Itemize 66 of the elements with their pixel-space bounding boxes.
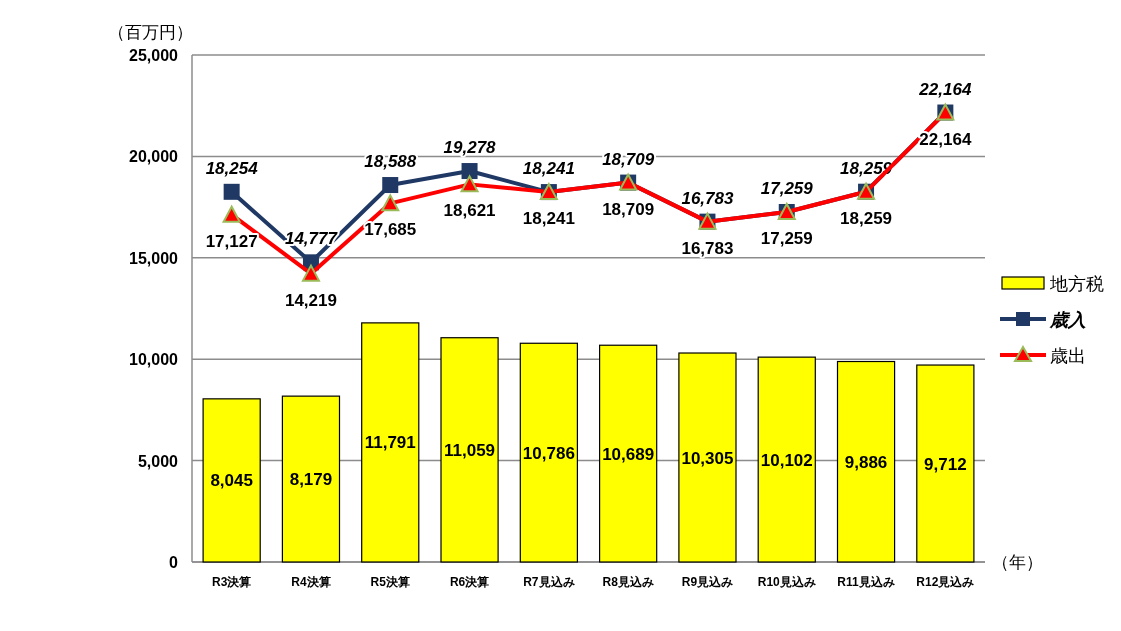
x-tick-label: R9見込み <box>681 575 734 589</box>
data-label: 18,241 <box>522 159 575 179</box>
data-label: 8,179 <box>289 470 333 490</box>
data-label: 16,783 <box>681 238 734 258</box>
data-label: 10,689 <box>602 444 655 464</box>
bar <box>361 322 420 563</box>
bar <box>757 356 816 563</box>
data-label: 10,786 <box>522 443 575 463</box>
bar <box>519 342 578 563</box>
bar <box>916 364 975 563</box>
x-axis-title: （年） <box>992 553 1043 572</box>
legend-label: 歳入 <box>1049 310 1086 330</box>
data-label: 11,059 <box>444 440 496 460</box>
legend-label: 地方税 <box>1049 274 1104 294</box>
point <box>460 175 479 193</box>
data-label: 17,127 <box>205 231 258 251</box>
data-label: 19,278 <box>443 138 497 158</box>
data-label: 18,621 <box>443 201 496 221</box>
data-label: 9,886 <box>844 452 888 472</box>
data-label: 10,305 <box>681 448 734 468</box>
x-tick-label: R5決算 <box>370 575 410 589</box>
data-label: 8,045 <box>210 471 253 491</box>
y-tick-label: 15,000 <box>129 249 179 267</box>
bar <box>678 352 737 563</box>
bar <box>202 398 261 563</box>
y-tick-label: 10,000 <box>129 351 179 369</box>
bar <box>599 344 658 563</box>
data-label: 11,791 <box>364 433 416 453</box>
x-tick-label: R11見込み <box>837 575 895 589</box>
data-label: 16,783 <box>681 188 734 208</box>
x-tick-label: R4決算 <box>291 575 331 589</box>
data-label: 17,685 <box>364 220 417 240</box>
y-tick-label: 20,000 <box>129 148 179 166</box>
bar <box>281 395 341 563</box>
point <box>381 194 400 212</box>
data-label: 18,588 <box>364 152 417 172</box>
x-tick-label: R8見込み <box>602 575 654 589</box>
data-label: 14,219 <box>284 290 337 310</box>
data-label: 18,241 <box>522 209 575 229</box>
y-tick-label: 0 <box>169 554 179 571</box>
bar <box>836 360 896 563</box>
data-label: 22,164 <box>919 129 972 149</box>
y-tick-label: 5,000 <box>137 452 179 470</box>
x-tick-label: R3決算 <box>211 575 252 589</box>
data-label: 17,259 <box>760 228 813 248</box>
legend-label: 歳出 <box>1050 346 1086 366</box>
point <box>461 163 478 180</box>
x-tick-label: R12見込み <box>916 575 975 589</box>
point <box>223 183 240 200</box>
x-tick-label: R10見込み <box>757 575 816 589</box>
y-tick-label: 25,000 <box>129 47 179 64</box>
point <box>382 177 399 194</box>
data-label: 18,709 <box>602 149 655 169</box>
data-label: 17,259 <box>760 178 814 198</box>
x-tick-label: R7見込み <box>523 575 575 589</box>
data-label: 18,709 <box>602 199 655 219</box>
y-axis-title: （百万円） <box>108 23 193 42</box>
point <box>222 205 241 223</box>
data-label: 22,164 <box>918 79 972 99</box>
x-tick-label: R6決算 <box>449 575 490 589</box>
data-label: 18,259 <box>840 208 893 228</box>
data-label: 9,712 <box>924 454 967 474</box>
bar <box>440 337 499 563</box>
data-label: 10,102 <box>760 450 813 470</box>
point <box>301 264 320 282</box>
data-label: 18,254 <box>205 158 259 178</box>
